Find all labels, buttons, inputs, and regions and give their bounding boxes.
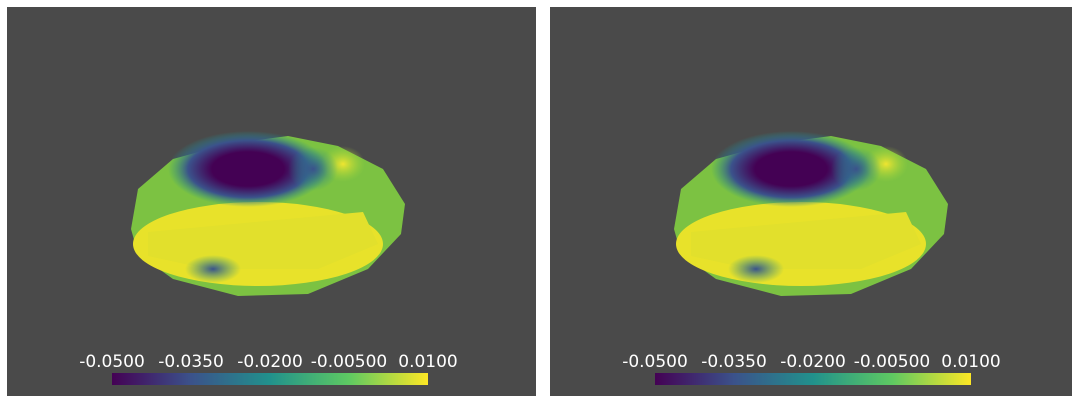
- colorbar-tick-label: 0.0100: [941, 352, 1000, 372]
- mesh: [674, 131, 948, 296]
- colorbar-tick-label: 0.0100: [398, 352, 457, 372]
- low-region: [831, 147, 881, 191]
- colorbar: [655, 373, 971, 385]
- low-region: [168, 131, 328, 207]
- viewport: -0.0500 -0.0350 -0.0200 -0.00500 0.0100: [7, 7, 536, 396]
- colorbar: [112, 373, 428, 385]
- colorbar-tick-label: -0.00500: [854, 352, 930, 372]
- colorbar-tick-label: -0.0500: [79, 352, 145, 372]
- colorbar-tick-label: -0.00500: [311, 352, 387, 372]
- viewport: -0.0500 -0.0350 -0.0200 -0.00500 0.0100: [550, 7, 1072, 396]
- high-region: [148, 212, 378, 269]
- high-region: [691, 212, 921, 269]
- colorbar-tick-label: -0.0200: [237, 352, 303, 372]
- mesh: [131, 131, 405, 296]
- colorbar-tick-label: -0.0200: [780, 352, 846, 372]
- colorbar-tick-label: -0.0350: [701, 352, 767, 372]
- low-region: [288, 147, 338, 191]
- low-region: [711, 131, 871, 207]
- colorbar-tick-label: -0.0350: [158, 352, 224, 372]
- colorbar-tick-label: -0.0500: [622, 352, 688, 372]
- low-region: [185, 255, 241, 283]
- low-region: [728, 255, 784, 283]
